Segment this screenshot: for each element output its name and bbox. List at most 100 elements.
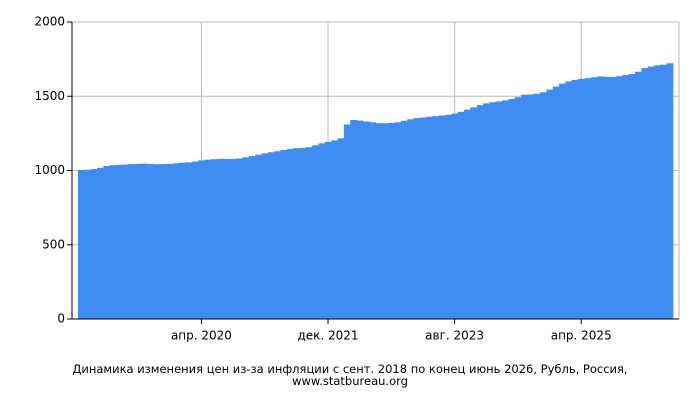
area-bar (134, 163, 142, 319)
area-bar (109, 165, 117, 319)
area-bar (356, 120, 364, 319)
area-bar (293, 148, 300, 319)
area-bar (217, 158, 224, 319)
area-bar (331, 140, 338, 319)
area-bar (153, 164, 161, 319)
area-bar (381, 123, 389, 319)
y-tick-label: 2000 (34, 15, 65, 29)
area-bar (533, 93, 541, 320)
area-bar (274, 151, 281, 319)
area-bar (305, 147, 313, 319)
y-tick-label: 1500 (34, 89, 65, 103)
chart: 0 500 1000 1500 2000 апр. 2020 дек. 2021 авг. 2… (34, 15, 680, 343)
area-bar (318, 143, 326, 319)
chart-title: Динамика изменения цен из-за инфляции с … (72, 362, 628, 388)
area-bar (457, 111, 465, 319)
area-bar (483, 103, 490, 320)
area-bar (514, 97, 522, 320)
area-bar (565, 81, 573, 320)
area-bar (267, 152, 275, 319)
area-bar (210, 159, 218, 319)
area-bar (584, 78, 592, 320)
area-bar (223, 158, 231, 319)
area-bar (546, 89, 554, 319)
area-bar (248, 155, 256, 319)
area-bar (261, 153, 269, 319)
area-bar (413, 118, 421, 319)
area-bar (571, 79, 579, 319)
area-bar (191, 161, 199, 319)
area-bar (597, 76, 604, 319)
area-bar (445, 114, 452, 319)
area-bar (343, 124, 351, 319)
area-bar (90, 169, 98, 319)
area-bar (78, 170, 85, 319)
area-bar (495, 101, 503, 319)
area-bar (470, 107, 478, 319)
area-bar (508, 98, 516, 319)
y-tick-label: 500 (42, 237, 65, 251)
area-bar (521, 94, 528, 319)
area-bar (204, 159, 212, 319)
area-bar (489, 102, 497, 319)
area-bar (337, 138, 345, 319)
area-bar (502, 100, 509, 320)
area-bar (660, 64, 668, 319)
area-bar (115, 164, 123, 319)
y-tick-label: 1000 (34, 163, 65, 177)
area-bar (635, 71, 642, 319)
area-bar (160, 164, 168, 319)
area-bar (527, 94, 535, 319)
area-bar (559, 83, 566, 319)
x-tick-label: дек. 2021 (297, 329, 358, 343)
area-bar (198, 160, 205, 319)
area-bar (299, 147, 307, 319)
area-bar (103, 166, 111, 319)
area-bar (407, 119, 414, 319)
area-bar (647, 66, 655, 319)
area-bar (464, 109, 471, 320)
area-bar (324, 141, 332, 319)
area-bar (96, 167, 104, 319)
area-bar (616, 76, 623, 319)
area-bar (255, 154, 262, 319)
area-bar (280, 150, 288, 319)
area-bar (388, 122, 395, 319)
area-bar (654, 65, 661, 319)
area-bar (603, 76, 611, 319)
area-bar (179, 162, 187, 319)
area-bar (666, 63, 674, 319)
area-bar (476, 105, 484, 319)
x-tick-label: авг. 2023 (425, 329, 484, 343)
area-bar (350, 120, 357, 319)
area-bar (394, 122, 402, 319)
area-bar (242, 157, 250, 319)
area-bar (236, 158, 243, 319)
area-bar (641, 68, 649, 319)
area-bar (375, 123, 383, 319)
area-bar (84, 169, 92, 319)
area-bar (578, 78, 585, 319)
area-bar (286, 148, 294, 319)
area-bar (419, 117, 427, 319)
area-bar (229, 159, 237, 319)
area-bar (609, 76, 617, 319)
area-bar (141, 163, 149, 319)
area-bar (451, 113, 459, 319)
area-bar (362, 121, 370, 320)
area-bar (312, 145, 319, 319)
area-bar (426, 116, 433, 319)
area-bar (552, 86, 560, 319)
area-bar (628, 73, 636, 319)
area-bar (369, 122, 376, 319)
area-bar (185, 162, 193, 319)
y-tick-label: 0 (57, 312, 65, 326)
x-tick-label: апр. 2020 (171, 329, 232, 343)
area-bar (166, 163, 174, 319)
area-bar (400, 120, 408, 319)
x-tick-label: апр. 2025 (551, 329, 612, 343)
area-bar (432, 116, 440, 319)
area-bar (438, 115, 446, 320)
area-bar (128, 164, 136, 319)
